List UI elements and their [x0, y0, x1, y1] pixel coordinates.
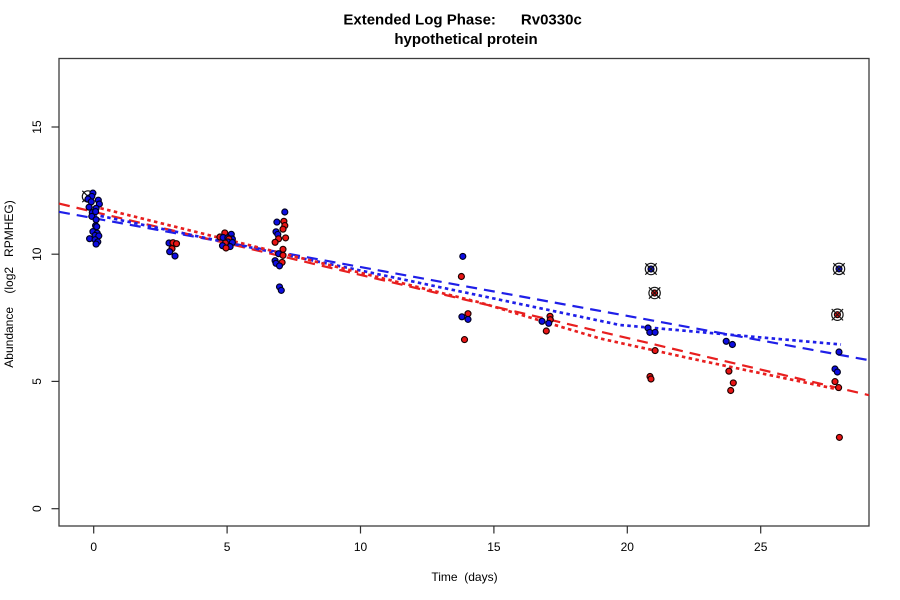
svg-text:Time (days): Time (days) [431, 570, 497, 584]
svg-text:0: 0 [30, 505, 44, 512]
svg-text:Abundance (log2 RPMHEG): Abundance (log2 RPMHEG) [2, 200, 16, 367]
svg-text:20: 20 [621, 540, 635, 554]
svg-text:25: 25 [754, 540, 768, 554]
svg-text:5: 5 [224, 540, 231, 554]
svg-text:5: 5 [30, 378, 44, 385]
svg-text:10: 10 [354, 540, 368, 554]
svg-text:15: 15 [487, 540, 501, 554]
svg-text:10: 10 [30, 247, 44, 261]
svg-text:hypothetical protein: hypothetical protein [394, 31, 537, 48]
svg-text:Extended Log Phase: Rv033: Extended Log Phase: Rv0330c [343, 12, 581, 29]
svg-text:0: 0 [90, 540, 97, 554]
svg-text:15: 15 [30, 120, 44, 134]
